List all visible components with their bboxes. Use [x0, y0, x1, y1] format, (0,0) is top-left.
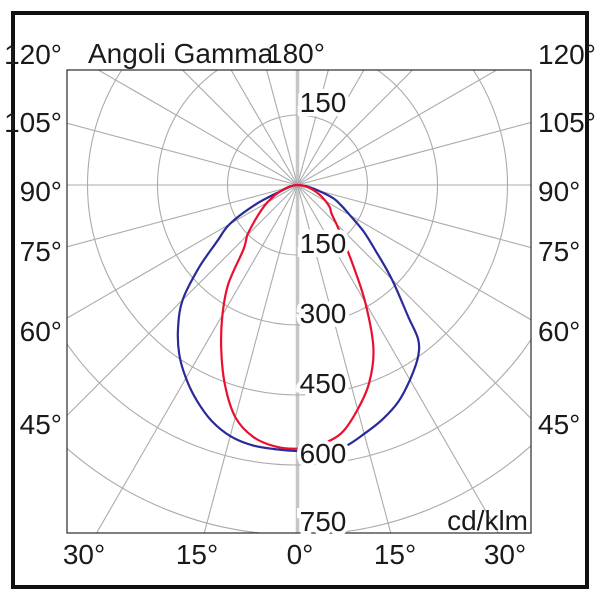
- angle-ray: [0, 0, 297, 185]
- right-angle-label: 90°: [538, 176, 580, 207]
- ring-value-label: 600: [300, 438, 347, 469]
- axis-labels: 150 150 300 450 600 750 120° 105° 90° 75° 60° 45° 12…: [4, 39, 596, 570]
- bottom-angle-label: 30°: [484, 539, 526, 570]
- right-angle-label: 105°: [538, 107, 596, 138]
- bottom-angle-label: 0°: [287, 539, 314, 570]
- left-angle-label: 45°: [20, 409, 62, 440]
- angle-ray: [1, 0, 298, 185]
- angle-ray: [0, 185, 297, 395]
- chart-title: Angoli Gamma: [88, 38, 274, 69]
- right-angle-label: 75°: [538, 236, 580, 267]
- top-angle-label: 180°: [267, 38, 325, 69]
- bottom-angle-label: 15°: [176, 539, 218, 570]
- angle-ray: [298, 185, 600, 395]
- ring-value-label: 300: [300, 298, 347, 329]
- bottom-angle-label: 15°: [374, 539, 416, 570]
- left-angle-label: 120°: [4, 39, 62, 70]
- right-angle-label: 60°: [538, 316, 580, 347]
- right-angle-label: 45°: [538, 409, 580, 440]
- ring-value-label: 150: [300, 87, 347, 118]
- left-angle-label: 75°: [20, 236, 62, 267]
- right-angle-label: 120°: [538, 39, 596, 70]
- bottom-angle-label: 30°: [63, 539, 105, 570]
- ring-value-label: 750: [300, 506, 347, 537]
- ring-value-label: 150: [300, 228, 347, 259]
- left-angle-label: 105°: [4, 107, 62, 138]
- unit-label: cd/klm: [447, 505, 528, 536]
- left-angle-label: 60°: [20, 316, 62, 347]
- left-angle-label: 90°: [20, 176, 62, 207]
- ring-value-label: 450: [300, 368, 347, 399]
